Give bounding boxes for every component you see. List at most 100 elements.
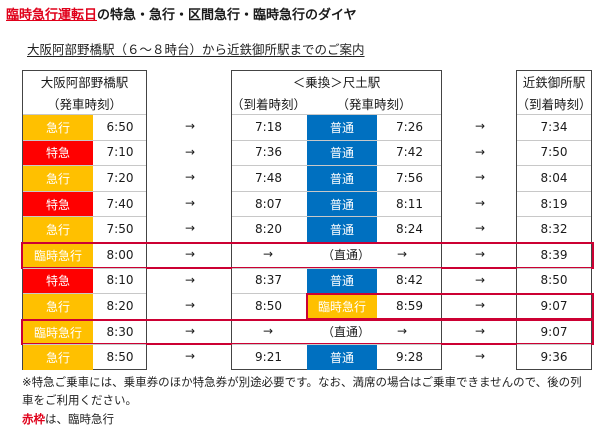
- header-gose-station: 近鉄御所駅: [522, 74, 586, 90]
- page-title: 臨時急行運転日の特急・急行・区間急行・臨時急行のダイヤ: [6, 4, 357, 23]
- shakudo-arrival-time: 8:50: [255, 298, 282, 313]
- row-divider-osaka: [23, 293, 146, 295]
- gose-arrival-time: 8:39: [540, 247, 568, 262]
- arrow: →: [184, 221, 196, 236]
- train-type-badge: 急行: [23, 166, 93, 191]
- arrow: →: [184, 144, 196, 159]
- row-divider-osaka: [23, 344, 146, 346]
- gose-arrival-time: 9:07: [540, 324, 568, 339]
- gose-arrival-time: 7:34: [540, 119, 568, 134]
- shakudo-arrival-time: 7:48: [255, 170, 282, 185]
- note-line-2: 車をご利用ください。: [22, 393, 137, 407]
- arrow: →: [184, 170, 196, 185]
- transfer-type-badge: 普通: [307, 345, 377, 370]
- row-divider-osaka: [23, 139, 146, 141]
- subtitle: 大阪阿部野橋駅（６～８時台）から近鉄御所駅までのご案内: [27, 42, 365, 57]
- arrow: →: [474, 170, 486, 185]
- departure-time: 8:20: [106, 298, 134, 313]
- train-type-badge: 急行: [23, 294, 93, 319]
- header-osaka-sub: （発車時刻）: [46, 96, 122, 112]
- row-divider-shakudo: [232, 139, 441, 141]
- shakudo-departure-time: 7:56: [396, 170, 423, 185]
- gose-arrival-time: 8:04: [540, 170, 568, 185]
- row-divider-osaka: [23, 165, 146, 167]
- departure-time: 7:50: [106, 222, 134, 237]
- shakudo-departure-time: 8:11: [396, 196, 423, 211]
- row-divider-gose: [517, 216, 591, 218]
- shakudo-arrival-time: 8:07: [255, 196, 282, 211]
- arrow: →: [184, 298, 196, 313]
- header-osaka-station: 大阪阿部野橋駅: [40, 74, 129, 90]
- departure-time: 8:30: [106, 324, 134, 339]
- departure-time: 7:20: [106, 170, 134, 185]
- row-divider-shakudo: [232, 165, 441, 167]
- gose-arrival-time: 8:50: [540, 273, 568, 288]
- train-type-badge: 急行: [23, 345, 93, 370]
- arrow: →: [184, 272, 196, 287]
- direct-label: （直通）: [321, 248, 370, 263]
- row-divider-gose: [517, 344, 591, 346]
- legend: 赤枠は、臨時急行: [22, 411, 114, 427]
- row-divider-shakudo: [232, 216, 441, 218]
- train-type-badge: 特急: [23, 140, 93, 166]
- train-type-badge: 臨時急行: [23, 243, 93, 268]
- arrow: →: [474, 119, 486, 133]
- header-shakudo-departure: （発車時刻）: [336, 96, 412, 112]
- shakudo-arrival-time: 7:36: [255, 145, 282, 160]
- rinji-express-transfer-frame: [306, 293, 594, 320]
- shakudo-departure-time: 8:59: [396, 298, 423, 313]
- arrow: →: [262, 247, 274, 261]
- arrow: →: [184, 247, 196, 261]
- row-divider-gose: [517, 190, 591, 192]
- header-shakudo-arrival: （到着時刻）: [231, 96, 307, 112]
- transfer-type-badge: 普通: [307, 140, 377, 166]
- row-divider-osaka: [23, 267, 146, 269]
- train-type-badge: 臨時急行: [23, 319, 93, 345]
- arrow: →: [474, 272, 486, 287]
- row-divider-osaka: [23, 190, 146, 192]
- shakudo-departure-time: 9:28: [396, 350, 423, 365]
- arrow: →: [184, 195, 196, 210]
- rinji-express-frame: [21, 318, 594, 346]
- gose-arrival-time: 8:32: [540, 222, 568, 237]
- shakudo-arrival-time: 9:21: [255, 350, 282, 365]
- train-type-badge: 特急: [23, 191, 93, 217]
- title-highlight: 臨時急行運転日: [6, 8, 98, 23]
- gose-arrival-time: 8:19: [540, 196, 568, 211]
- row-divider-shakudo: [232, 190, 441, 192]
- transfer-type-badge: 普通: [307, 115, 377, 140]
- row-divider-gose: [517, 165, 591, 167]
- departure-time: 8:10: [106, 273, 134, 288]
- arrow: →: [184, 349, 196, 364]
- departure-time: 7:10: [106, 145, 134, 160]
- shakudo-arrival-time: 7:18: [255, 119, 282, 134]
- gose-arrival-time: 9:07: [540, 298, 568, 313]
- arrow: →: [474, 247, 486, 261]
- transfer-type-badge: 普通: [307, 268, 377, 294]
- gose-arrival-time: 9:36: [540, 350, 568, 365]
- row-divider-shakudo: [232, 267, 441, 269]
- departure-time: 7:40: [106, 196, 134, 211]
- shakudo-departure-time: 8:42: [396, 273, 423, 288]
- arrow: →: [474, 221, 486, 236]
- arrow: →: [474, 323, 486, 338]
- shakudo-departure-time: 7:26: [396, 119, 423, 134]
- arrow: →: [474, 195, 486, 210]
- transfer-type-badge: 普通: [307, 166, 377, 191]
- row-divider-gose: [517, 267, 591, 269]
- shakudo-departure-time: 7:42: [396, 145, 423, 160]
- row-divider-osaka: [23, 216, 146, 218]
- transfer-type-badge: 普通: [307, 217, 377, 242]
- train-type-badge: 急行: [23, 217, 93, 242]
- direct-label: （直通）: [321, 325, 370, 340]
- header-gose-sub: （到着時刻）: [516, 96, 592, 112]
- row-divider-shakudo: [232, 114, 441, 115]
- departure-time: 8:00: [106, 247, 134, 262]
- arrow: →: [474, 144, 486, 159]
- row-divider-gose: [517, 114, 591, 115]
- note-line-1: ※特急ご乗車には、乗車券のほか特急券が別途必要です。なお、満席の場合はご乗車でき…: [22, 375, 582, 389]
- header-shakudo-station: ＜乗換＞尺土駅: [292, 74, 381, 90]
- departure-time: 6:50: [106, 119, 134, 134]
- gose-arrival-time: 7:50: [540, 145, 568, 160]
- shakudo-arrival-time: 8:37: [255, 273, 282, 288]
